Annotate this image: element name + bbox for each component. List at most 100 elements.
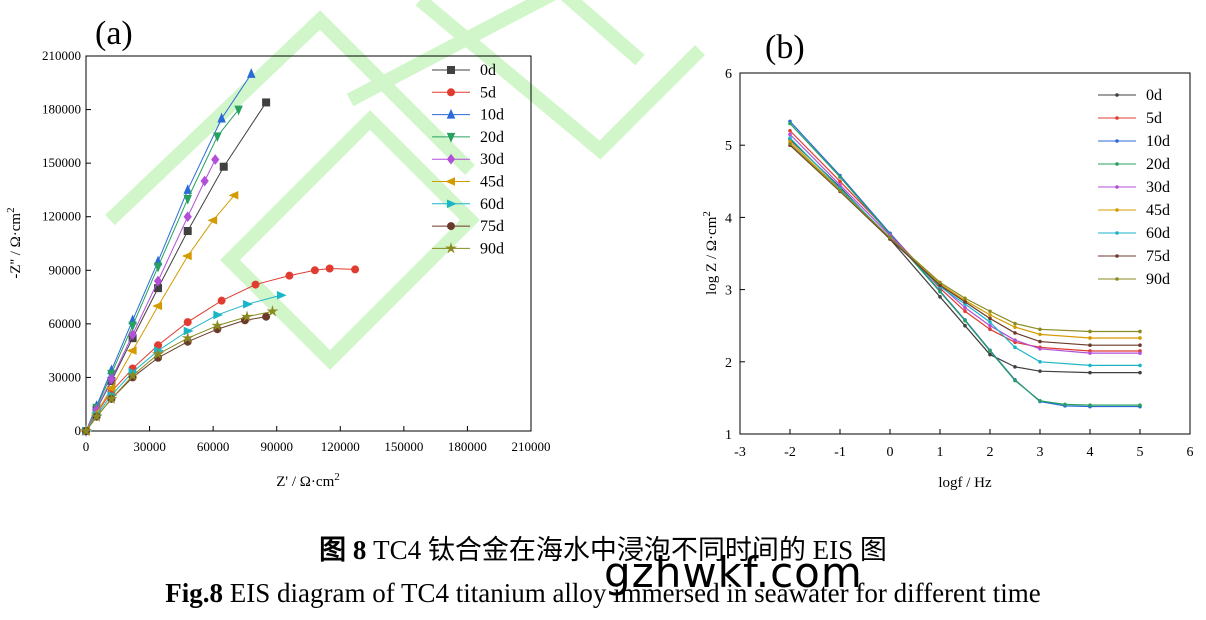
legend-marker bbox=[1115, 139, 1119, 143]
panel-a-ticks: 0 30000 60000 90000 120000 150000 180000 210000… bbox=[42, 48, 551, 454]
data-point bbox=[838, 175, 842, 179]
data-point bbox=[241, 310, 254, 322]
series-90d bbox=[79, 305, 279, 437]
data-point bbox=[200, 175, 209, 187]
data-point bbox=[963, 305, 967, 310]
panel-b-legend: 0d 5d 10d 20d 30d 45d 60d 75d 90d bbox=[1098, 87, 1170, 288]
data-point bbox=[105, 383, 116, 393]
data-point bbox=[1088, 351, 1092, 355]
data-point bbox=[217, 112, 226, 123]
data-point bbox=[153, 262, 163, 273]
data-point bbox=[183, 326, 194, 336]
legend-label: 0d bbox=[1146, 87, 1162, 104]
x-tick-label: -1 bbox=[834, 445, 846, 460]
data-point bbox=[938, 295, 942, 299]
caption-en-prefix: Fig.8 bbox=[165, 578, 223, 608]
legend-label: 45d bbox=[1146, 202, 1170, 219]
y-tick-label: 150000 bbox=[42, 155, 81, 170]
data-point bbox=[1138, 403, 1142, 407]
x-tick-label: 2 bbox=[987, 445, 994, 460]
data-point bbox=[988, 323, 992, 328]
x-tick-label: 60000 bbox=[197, 439, 230, 454]
data-point bbox=[1138, 329, 1142, 334]
data-point bbox=[251, 280, 260, 289]
panel-a-x-axis-label: Z' / Ω·cm2 bbox=[276, 471, 340, 490]
data-point bbox=[1038, 339, 1042, 344]
data-point bbox=[988, 352, 992, 357]
y-tick-label: 90000 bbox=[49, 262, 82, 277]
data-point bbox=[1138, 351, 1142, 355]
data-point bbox=[1038, 327, 1042, 332]
caption-en-text: EIS diagram of TC4 titanium alloy immers… bbox=[222, 578, 1041, 608]
legend-marker bbox=[1115, 277, 1119, 281]
data-point bbox=[211, 319, 224, 331]
data-point bbox=[788, 141, 792, 146]
data-point bbox=[988, 316, 992, 321]
legend-label: 45d bbox=[480, 174, 504, 191]
series-line bbox=[789, 143, 1140, 333]
data-point bbox=[788, 132, 792, 137]
figure-caption-chinese: 图 8 TC4 钛合金在海水中浸泡不同时间的 EIS 图 bbox=[0, 528, 1206, 567]
x-tick-label: 180000 bbox=[448, 439, 487, 454]
legend-label: 0d bbox=[480, 62, 496, 79]
caption-cn-text: TC4 钛合金在海水中浸泡不同时间的 EIS 图 bbox=[366, 535, 887, 565]
data-point bbox=[988, 327, 992, 332]
data-point bbox=[285, 271, 294, 280]
data-point bbox=[243, 299, 253, 309]
series-60d bbox=[82, 291, 287, 436]
y-tick-label: 30000 bbox=[49, 369, 82, 384]
data-point bbox=[183, 194, 192, 205]
data-point bbox=[938, 283, 942, 288]
legend-marker bbox=[446, 108, 456, 119]
legend-marker bbox=[446, 132, 456, 143]
legend-marker bbox=[1115, 162, 1119, 166]
data-point bbox=[1013, 325, 1017, 329]
data-point bbox=[217, 296, 226, 305]
data-point bbox=[213, 310, 224, 320]
x-tick-label: -3 bbox=[734, 445, 746, 460]
data-point bbox=[1088, 363, 1092, 368]
data-point bbox=[963, 309, 967, 314]
data-point bbox=[262, 98, 271, 107]
series-line bbox=[789, 123, 1140, 406]
data-point bbox=[1038, 347, 1042, 351]
data-point bbox=[228, 191, 239, 200]
x-tick-label: 90000 bbox=[260, 439, 293, 454]
data-point bbox=[1138, 343, 1142, 347]
data-point bbox=[1038, 398, 1042, 403]
data-point bbox=[1088, 329, 1092, 334]
legend-label: 30d bbox=[480, 151, 504, 168]
panel-b-y-axis-label: log Z / Ω·cm2 bbox=[701, 211, 720, 295]
watermark: gzhwkf.com bbox=[604, 548, 863, 597]
figure-caption-english: Fig.8 EIS diagram of TC4 titanium alloy … bbox=[0, 578, 1206, 609]
series-line bbox=[789, 137, 1140, 367]
legend-marker bbox=[446, 153, 456, 165]
data-point bbox=[262, 312, 271, 321]
data-point bbox=[310, 266, 319, 275]
legend-label: 20d bbox=[480, 129, 504, 146]
x-tick-label: 5 bbox=[1137, 445, 1144, 460]
panel-b-plot-frame bbox=[739, 72, 1191, 435]
legend-label: 90d bbox=[1146, 271, 1170, 288]
data-point bbox=[183, 227, 192, 235]
data-point bbox=[788, 121, 792, 126]
legend-marker bbox=[1115, 231, 1119, 235]
data-point bbox=[963, 296, 967, 301]
x-tick-label: 6 bbox=[1187, 445, 1194, 460]
panel-b-label: (b) bbox=[765, 29, 805, 66]
data-point bbox=[938, 289, 942, 294]
data-point bbox=[152, 301, 163, 311]
y-tick-label: 5 bbox=[725, 139, 732, 154]
data-point bbox=[1013, 338, 1017, 342]
x-tick-label: 30000 bbox=[133, 439, 166, 454]
data-point bbox=[126, 346, 137, 355]
legend-marker bbox=[445, 177, 455, 186]
data-point bbox=[1013, 321, 1017, 326]
data-point bbox=[183, 211, 192, 223]
x-tick-label: 0 bbox=[887, 445, 894, 460]
panel-a-series bbox=[79, 68, 360, 437]
data-point bbox=[1038, 332, 1042, 337]
data-point bbox=[325, 264, 334, 273]
legend-label: 5d bbox=[1146, 110, 1162, 127]
